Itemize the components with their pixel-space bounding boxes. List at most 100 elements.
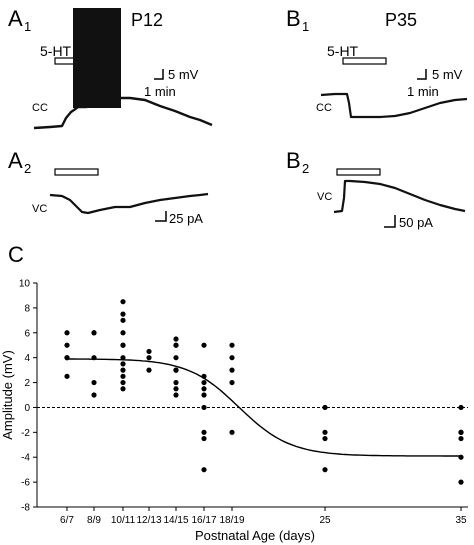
data-point	[173, 336, 179, 342]
data-point	[146, 367, 152, 373]
panel-a2-letter: A	[8, 148, 23, 173]
data-point	[64, 355, 70, 361]
panel-a1-spike-burst	[73, 8, 121, 108]
data-point	[120, 355, 126, 361]
panel-a1-age: P12	[131, 10, 163, 30]
data-point	[120, 317, 126, 323]
data-point	[91, 330, 97, 336]
panel-b1-scale-time: 1 min	[407, 84, 439, 99]
y-tick-label: 0	[24, 403, 30, 414]
panel-b2-letter: B	[286, 148, 301, 173]
data-point	[120, 379, 126, 386]
y-tick-label: 6	[24, 328, 30, 339]
panel-b2-scale-current: 50 pA	[399, 215, 433, 230]
data-point	[146, 348, 152, 355]
panel-a1-scale-voltage: 5 mV	[168, 67, 199, 82]
panel-b1: B 1 P35 5-HT 5 mV 1 min CC	[286, 6, 468, 119]
data-point	[173, 386, 179, 392]
data-point	[173, 367, 179, 373]
y-tick-label: 10	[19, 279, 31, 290]
panel-b1-age: P35	[385, 10, 417, 30]
panel-a1-mode: CC	[32, 102, 48, 114]
data-point	[201, 435, 207, 442]
x-tick-label: 16/17	[191, 515, 216, 526]
data-point	[322, 435, 328, 442]
data-point	[120, 373, 126, 379]
data-point	[64, 373, 70, 379]
data-point	[120, 367, 126, 373]
y-tick-label: 2	[24, 378, 30, 389]
data-point	[322, 404, 328, 411]
panel-a2-scale-bar	[155, 211, 167, 222]
data-point	[120, 299, 126, 305]
panel-a2-drug-bar	[54, 168, 99, 176]
data-point	[229, 342, 235, 348]
data-point	[201, 404, 207, 411]
x-tick-label: 10/11	[111, 515, 136, 526]
x-tick-label: 25	[319, 515, 331, 526]
panel-a1: A 1 P12 5-HT 5 mV 1 min CC	[8, 6, 213, 130]
x-tick-label: 14/15	[163, 515, 188, 526]
panel-a2-mode: VC	[32, 203, 47, 215]
y-axis-label: Amplitude (mV)	[0, 350, 15, 440]
data-point	[229, 379, 235, 386]
data-point	[458, 454, 464, 460]
data-point	[64, 330, 70, 336]
panel-c-letter: C	[8, 242, 24, 267]
panel-a1-drug-label: 5-HT	[40, 43, 72, 59]
data-point	[201, 467, 207, 473]
data-point	[173, 392, 179, 398]
data-points	[64, 299, 464, 485]
data-point	[458, 435, 464, 442]
panel-b1-trace	[320, 92, 468, 119]
y-ticks: -8 -6 -4 -2 0 2 4 6 8 10	[19, 279, 37, 514]
y-tick-label: -4	[21, 453, 30, 464]
data-point	[120, 386, 126, 392]
panel-a2-subscript: 2	[24, 161, 31, 176]
panel-b2-subscript: 2	[302, 161, 309, 176]
panel-b1-subscript: 1	[302, 19, 309, 34]
data-point	[201, 342, 207, 348]
data-point	[120, 342, 126, 348]
panel-b2-scale-bar	[384, 215, 396, 228]
y-tick-label: -8	[21, 503, 30, 514]
x-ticks: 6/7 8/9 10/11 12/13 14/15 16/17 18/19 25 35	[60, 507, 467, 526]
data-point	[91, 392, 97, 398]
data-point	[458, 429, 464, 435]
data-point	[229, 367, 235, 373]
x-tick-label: 18/19	[219, 515, 244, 526]
data-point	[173, 379, 179, 386]
panel-b1-mode: CC	[316, 102, 332, 114]
data-point	[229, 429, 235, 435]
x-tick-label: 12/13	[136, 515, 161, 526]
data-point	[173, 355, 179, 361]
data-point	[322, 467, 328, 473]
data-point	[91, 355, 97, 361]
data-point	[322, 429, 328, 435]
sigmoid-fit-curve	[67, 358, 461, 457]
x-tick-label: 6/7	[60, 515, 74, 526]
panel-b2: B 2 VC 50 pA	[286, 148, 466, 230]
panel-b1-drug-label: 5-HT	[327, 43, 359, 59]
y-tick-label: -6	[21, 478, 30, 489]
panel-b2-mode: VC	[317, 191, 332, 203]
data-point	[201, 379, 207, 386]
panel-a2-trace	[49, 192, 209, 215]
data-point	[201, 373, 207, 379]
x-tick-label: 8/9	[87, 515, 101, 526]
data-point	[173, 342, 179, 348]
data-point	[201, 429, 207, 435]
data-point	[458, 479, 464, 485]
y-tick-label: 8	[24, 303, 30, 314]
panel-b1-scale-bar	[417, 69, 427, 80]
x-tick-label: 35	[455, 515, 467, 526]
panel-b1-letter: B	[286, 6, 301, 31]
panel-a1-scale-bar	[154, 69, 164, 80]
data-point	[91, 379, 97, 386]
data-point	[146, 355, 152, 361]
panel-a1-scale-time: 1 min	[144, 84, 176, 99]
data-point	[201, 386, 207, 392]
panel-b1-drug-bar	[342, 57, 387, 65]
x-axis-label: Postnatal Age (days)	[195, 528, 315, 543]
